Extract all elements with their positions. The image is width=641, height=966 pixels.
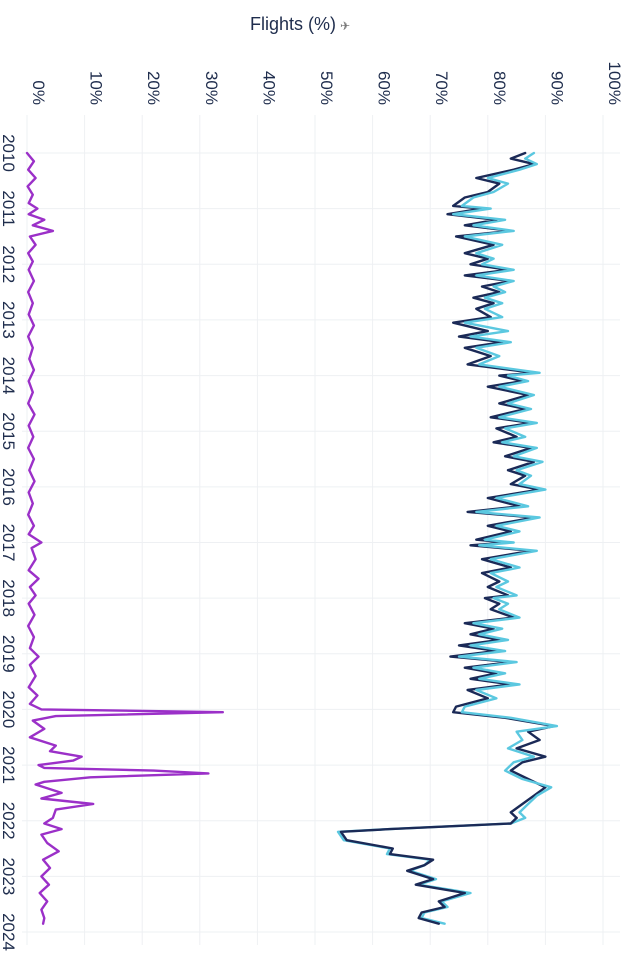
- value-tick-label: 20%: [144, 71, 163, 105]
- year-tick-label: 2021: [0, 746, 18, 784]
- value-tick-label: 80%: [490, 71, 509, 105]
- year-tick-label: 2013: [0, 301, 18, 339]
- year-tick-label: 2022: [0, 802, 18, 840]
- year-tick-label: 2014: [0, 357, 18, 395]
- year-tick-label: 2011: [0, 190, 18, 227]
- axis-title: Flights (%) ✈: [250, 14, 350, 35]
- value-tick-label: 40%: [259, 71, 278, 105]
- year-tick-label: 2012: [0, 245, 18, 283]
- series-line-4: [25, 151, 224, 925]
- year-tick-label: 2023: [0, 857, 18, 895]
- value-tick-label: 30%: [202, 71, 221, 105]
- year-tick-label: 2010: [0, 134, 18, 172]
- value-tick-label: 10%: [87, 71, 106, 105]
- year-tick-label: 2024: [0, 913, 18, 951]
- year-tick-label: 2015: [0, 412, 18, 450]
- airplane-icon: ✈: [340, 19, 351, 33]
- grid-layer: [22, 115, 620, 945]
- year-tick-label: 2018: [0, 579, 18, 617]
- year-tick-label: 2016: [0, 468, 18, 506]
- value-tick-label: 60%: [375, 71, 394, 105]
- series-line-1: [446, 151, 556, 820]
- value-tick-label: 70%: [432, 71, 451, 105]
- series-line-2: [336, 151, 559, 925]
- series-line-3: [339, 816, 518, 925]
- series-layer: [25, 151, 559, 925]
- axis-title-text: Flights (%): [250, 14, 337, 34]
- value-tick-label: 90%: [547, 71, 566, 105]
- value-tick-label: 0%: [29, 80, 48, 105]
- year-tick-label: 2020: [0, 691, 18, 729]
- value-tick-label: 50%: [317, 71, 336, 105]
- tick-layer: 0% 10% 20% 30% 40% 50% 60% 70% 80% 90% 100% 2010 201…: [0, 62, 624, 951]
- value-tick-label: 100%: [605, 62, 624, 105]
- year-tick-label: 2019: [0, 635, 18, 673]
- year-tick-label: 2017: [0, 524, 18, 562]
